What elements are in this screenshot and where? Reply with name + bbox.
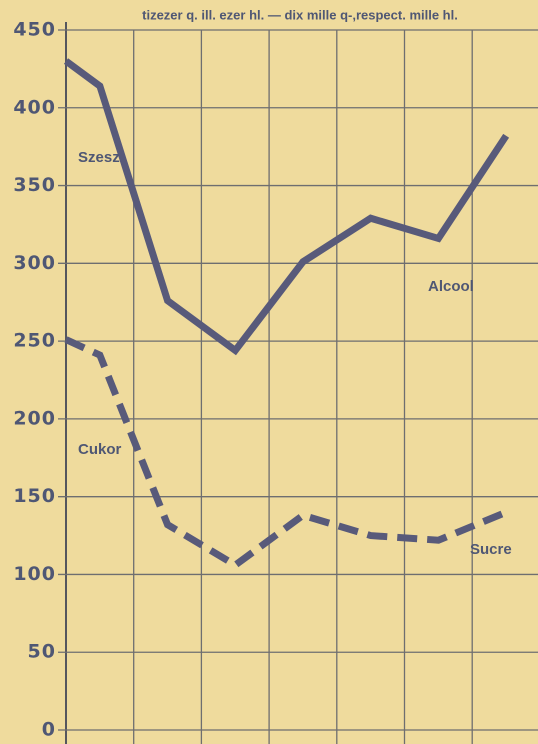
series-label-fr: Sucre (470, 541, 512, 558)
series-label: Cukor (78, 441, 122, 458)
y-tick-label: 450 (13, 19, 56, 41)
y-tick-label: 400 (13, 96, 56, 118)
y-tick-label: 250 (13, 330, 56, 352)
series-line (64, 336, 508, 570)
series-label: Szesz (78, 149, 120, 166)
y-tick-label: 50 (28, 641, 56, 663)
series-line (63, 58, 510, 356)
series-label-fr: Alcool (428, 278, 474, 295)
y-tick-label: 200 (13, 407, 56, 429)
y-tick-label: 150 (13, 485, 56, 507)
y-tick-label: 0 (42, 719, 56, 741)
y-tick-label: 350 (13, 174, 56, 196)
y-tick-label: 100 (13, 563, 56, 585)
chart-title: tizezer q. ill. ezer hl. — dix mille q-,… (142, 7, 458, 22)
y-tick-label: 300 (13, 252, 56, 274)
